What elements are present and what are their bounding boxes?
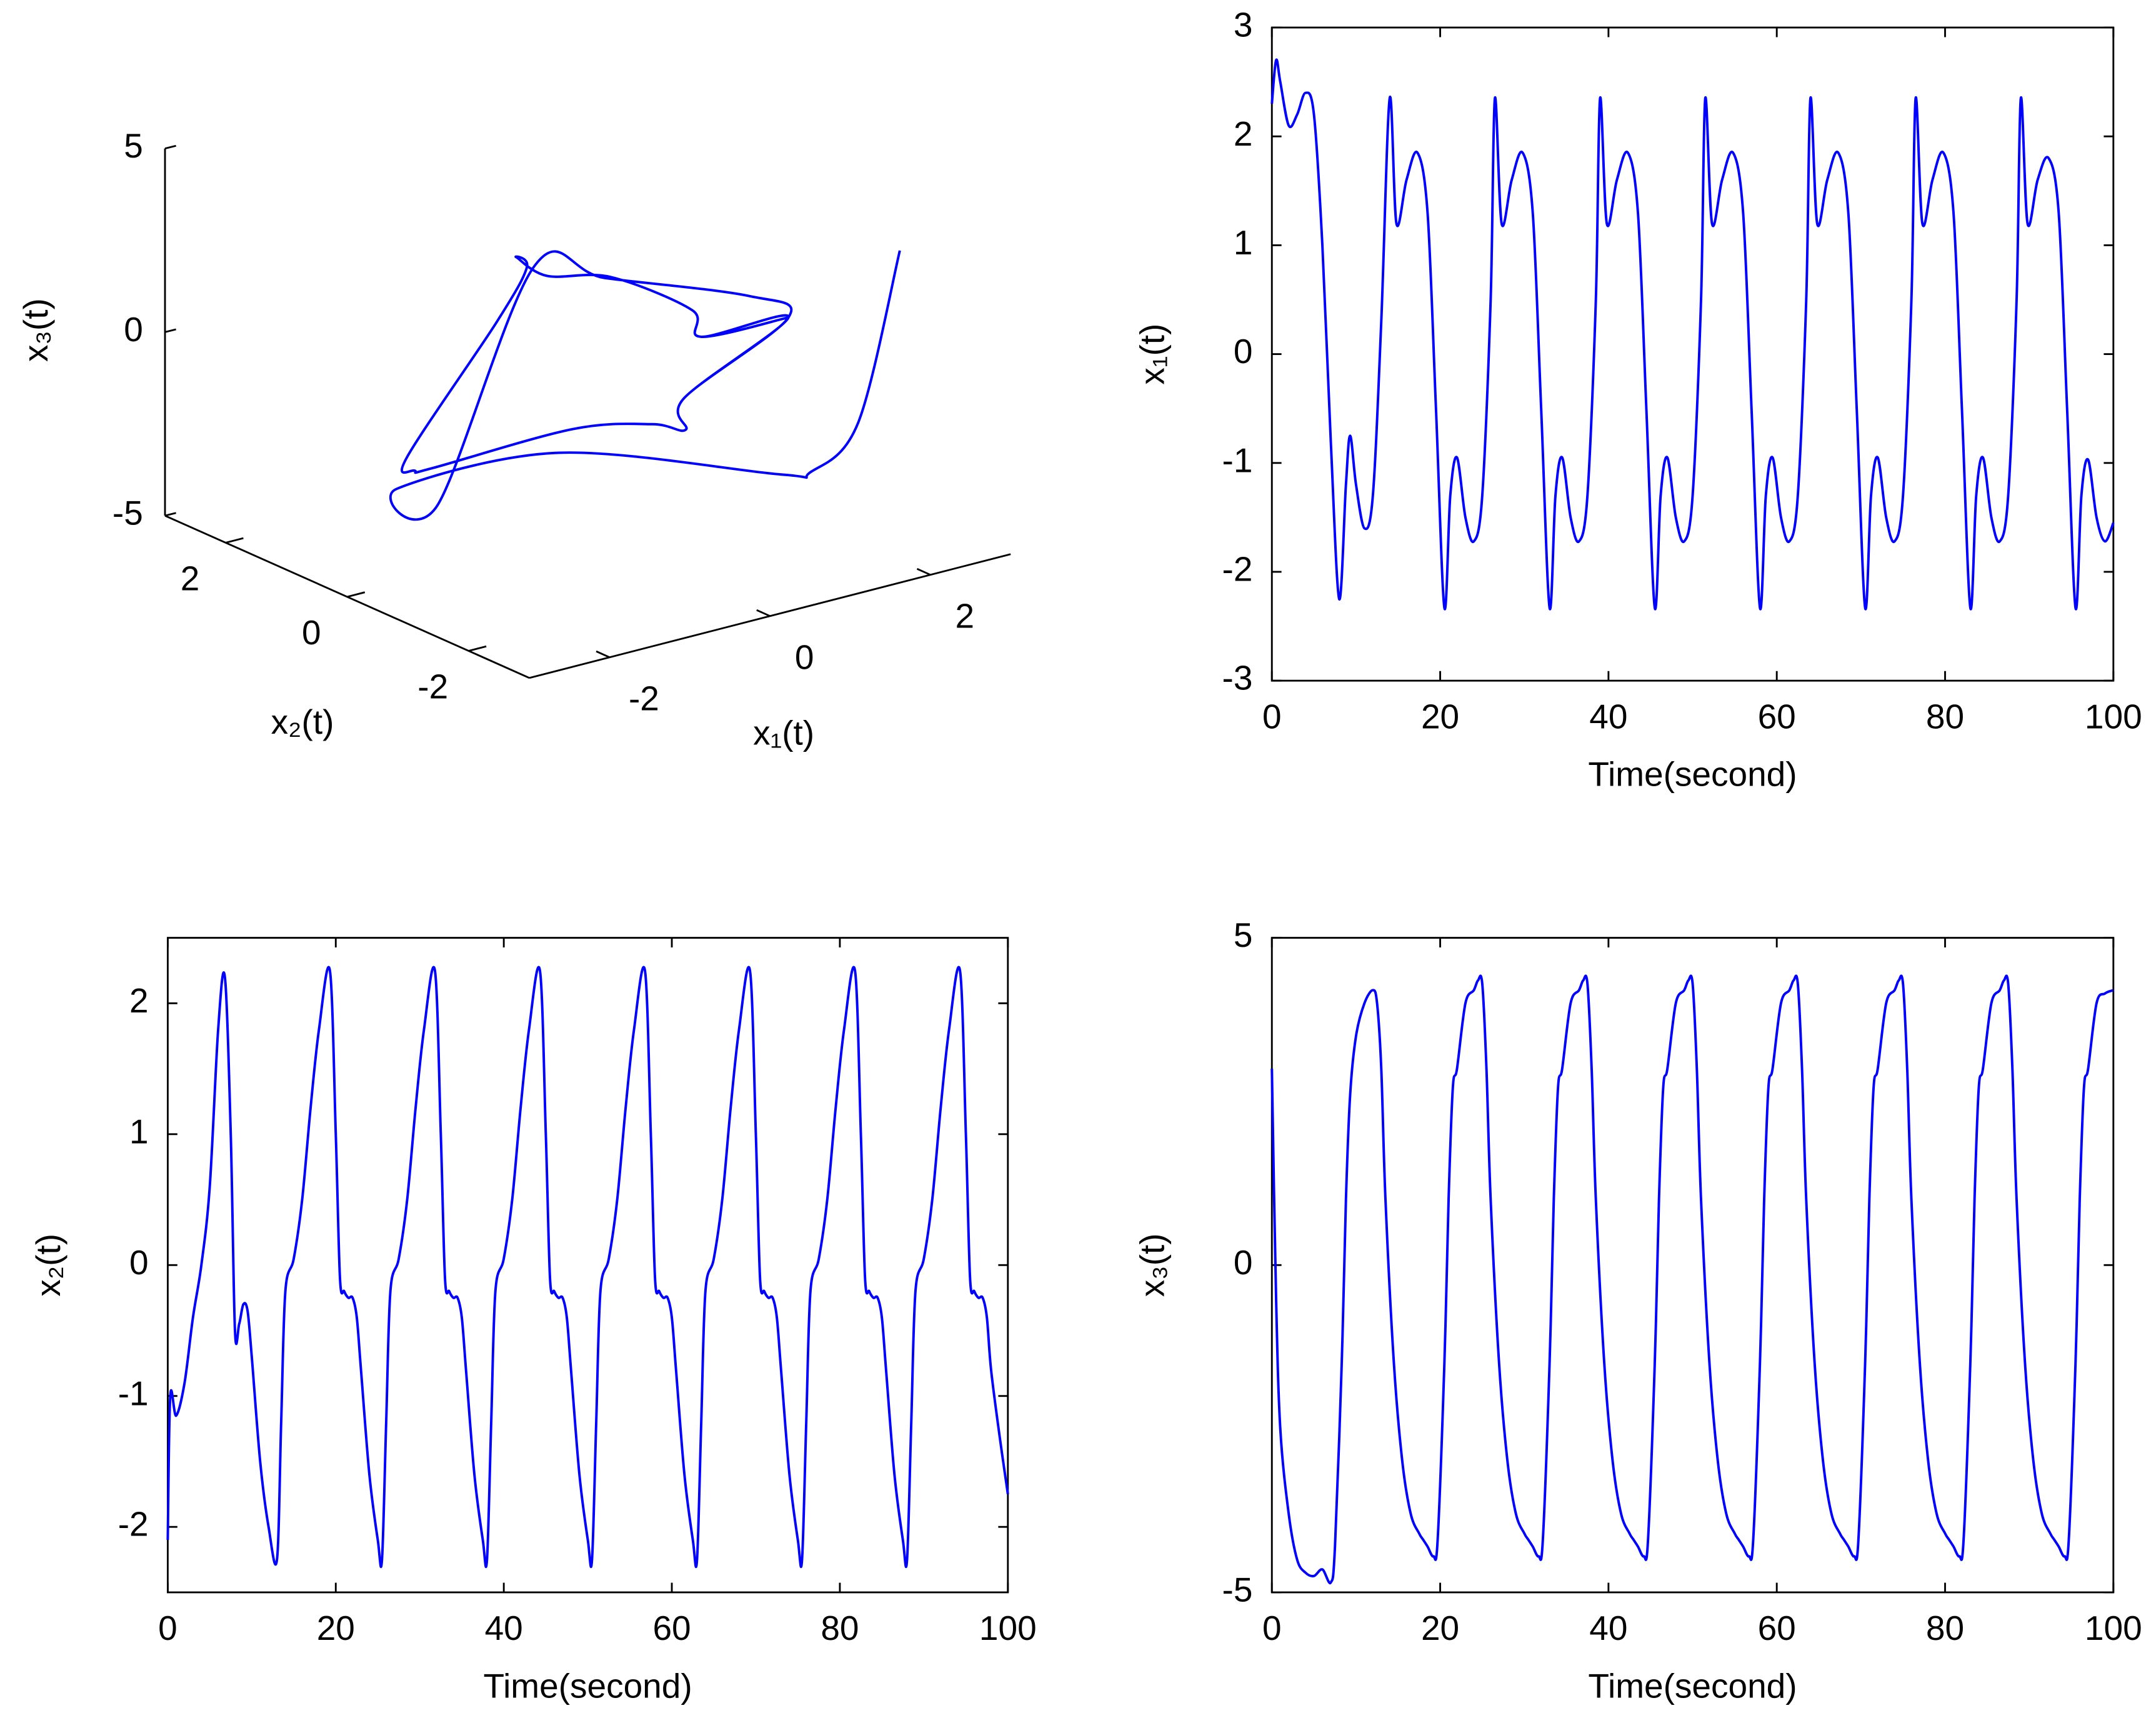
z-tick bbox=[164, 512, 176, 517]
y-tick bbox=[225, 537, 244, 544]
x-tick-label: 20 bbox=[1421, 697, 1459, 736]
x-tick-label: -2 bbox=[629, 679, 659, 718]
y-tick-label: 0 bbox=[129, 1243, 149, 1282]
x-tick-label: 40 bbox=[1589, 697, 1627, 736]
x-axis-line bbox=[529, 553, 1011, 679]
x-tick-label: 60 bbox=[652, 1609, 691, 1647]
y-tick-label: 0 bbox=[1234, 1243, 1253, 1282]
x-tick-label: 20 bbox=[1421, 1609, 1459, 1647]
y-tick-label: 5 bbox=[1234, 916, 1253, 954]
x-tick-label: 80 bbox=[1926, 697, 1964, 736]
y-tick-label: 3 bbox=[1234, 6, 1253, 44]
x-axis-label: Time(second) bbox=[1588, 1666, 1797, 1705]
x-axis-label: Time(second) bbox=[484, 1666, 692, 1705]
y-tick-label: 1 bbox=[1234, 223, 1253, 262]
y-tick-label: 1 bbox=[129, 1112, 149, 1151]
plot-area bbox=[167, 937, 1009, 1594]
x-tick-label: 40 bbox=[485, 1609, 523, 1647]
x-tick bbox=[756, 609, 771, 617]
y-axis-label: x₂(t) bbox=[271, 702, 334, 741]
trajectory bbox=[389, 250, 901, 521]
x-tick-label: 40 bbox=[1589, 1609, 1627, 1647]
x-axis-label: Time(second) bbox=[1588, 755, 1797, 794]
plot-area bbox=[1270, 26, 2115, 682]
x-tick-label: 0 bbox=[795, 638, 814, 677]
y-axis-label: x₁(t) bbox=[1133, 324, 1172, 385]
y-tick-label: 2 bbox=[129, 981, 149, 1020]
z-tick-label: -5 bbox=[112, 494, 143, 532]
x-tick-label: 20 bbox=[317, 1609, 355, 1647]
x-tick-label: 100 bbox=[979, 1609, 1037, 1647]
x-tick-label: 60 bbox=[1758, 1609, 1796, 1647]
y-tick bbox=[347, 591, 366, 598]
x-tick-label: 0 bbox=[158, 1609, 177, 1647]
y-tick bbox=[468, 645, 487, 652]
series-line bbox=[1270, 58, 2115, 611]
y-axis-label: x₂(t) bbox=[29, 1234, 67, 1297]
z-tick bbox=[164, 328, 176, 333]
y-tick-label: 2 bbox=[181, 559, 200, 598]
y-axis-label: x₃(t) bbox=[1133, 1233, 1172, 1297]
y-tick-label: 0 bbox=[1234, 332, 1253, 371]
x-tick-label: 0 bbox=[1262, 1609, 1282, 1647]
x-axis-label: x₁(t) bbox=[753, 714, 814, 752]
z-tick-label: 0 bbox=[124, 310, 143, 349]
series-line bbox=[1270, 974, 2114, 1585]
y-tick-label: -2 bbox=[1222, 550, 1253, 589]
y-tick-label: 2 bbox=[1234, 114, 1253, 153]
y-tick-label: -1 bbox=[1222, 441, 1253, 479]
x-tick-label: 80 bbox=[1926, 1609, 1964, 1647]
x-tick-label: 80 bbox=[821, 1609, 859, 1647]
y-tick-label: -3 bbox=[1222, 659, 1253, 697]
x-tick bbox=[916, 567, 931, 576]
y-tick-label: -2 bbox=[118, 1505, 149, 1544]
series-line bbox=[166, 966, 1009, 1568]
y-tick-label: -2 bbox=[417, 667, 448, 706]
z-tick bbox=[164, 144, 176, 150]
y-tick-label: 0 bbox=[302, 613, 321, 652]
x-tick-label: 100 bbox=[2085, 697, 2142, 736]
y-tick-label: -1 bbox=[118, 1374, 149, 1412]
x-tick-label: 0 bbox=[1262, 697, 1282, 736]
x-tick bbox=[596, 650, 611, 659]
y-tick-label: -5 bbox=[1222, 1570, 1253, 1609]
x-tick-label: 60 bbox=[1758, 697, 1796, 736]
x-tick-label: 100 bbox=[2085, 1609, 2142, 1647]
x-tick-label: 2 bbox=[956, 597, 975, 636]
z-tick-label: 5 bbox=[124, 126, 143, 165]
z-axis-label: x₃(t) bbox=[16, 298, 55, 362]
